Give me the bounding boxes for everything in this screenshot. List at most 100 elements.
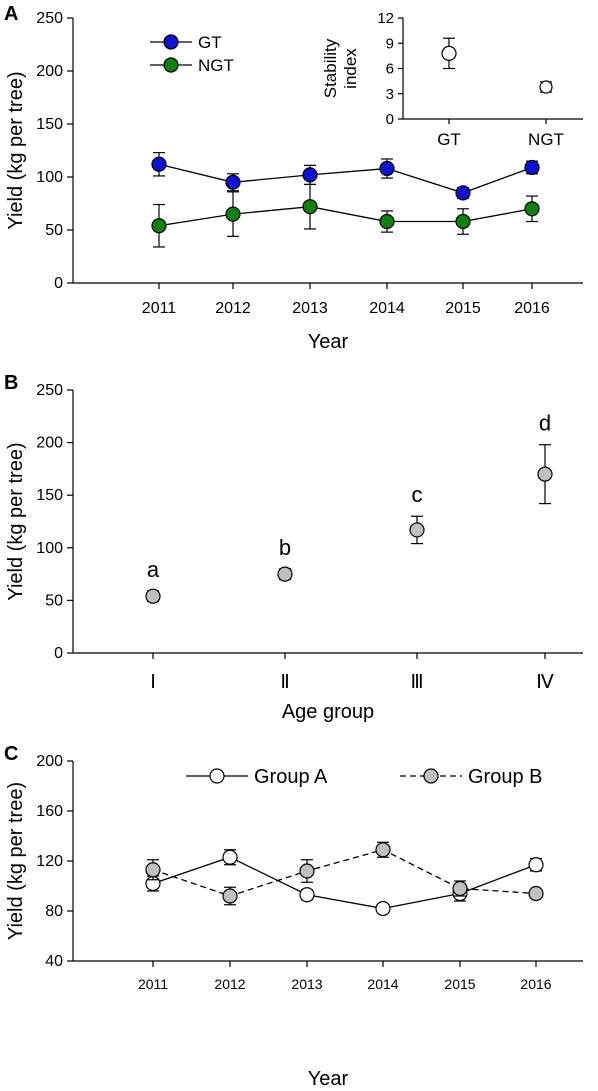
data-point [528,885,544,902]
y-axis-label: Yield (kg per tree) [5,782,27,940]
x-axis-label: Year [308,331,349,353]
data-point [222,888,238,904]
x-tick-label: Ⅰ [150,672,156,693]
x-tick-label: 2015 [444,976,475,992]
series-line [152,856,537,910]
y-tick-label: 80 [45,903,63,920]
x-tick-label: 2014 [369,300,405,317]
inset-chart: 0 3 6 9 12 GT NGT Stability index [321,10,583,149]
legend-label: Group B [468,766,542,788]
inset-y-tick-label: 0 [386,111,394,128]
data-point [302,167,318,183]
x-axis-label: Age group [282,701,374,723]
x-tick-label: 2013 [291,976,322,992]
x-tick-label: 2013 [292,300,328,317]
x-tick-label: 2012 [214,976,245,992]
data-point [277,566,293,582]
data-point [455,185,471,201]
data-point [299,863,315,879]
data-point [151,218,167,234]
y-axis-label: Yield (kg per tree) [5,71,27,229]
y-tick-label: 100 [36,540,63,557]
data-point [145,588,161,604]
legend-label: NGT [198,56,234,75]
x-tick-label: Ⅱ [280,672,289,693]
legend-label: Group A [254,766,328,788]
data-point [524,201,540,217]
data-point [151,156,167,172]
data-point [225,174,241,190]
inset-x-tick-label: GT [437,130,461,149]
x-tick-label: 2011 [142,300,177,317]
x-axis-label: Year [308,1068,349,1090]
data-point [375,900,391,917]
inset-y-axis-label-line2: index [341,48,360,89]
significance-letter: b [279,535,291,560]
y-tick-label: 160 [36,803,63,820]
x-tick-label: Ⅳ [536,672,554,693]
y-tick-label: 200 [36,753,63,770]
x-tick-label: 2016 [520,976,551,992]
y-tick-label: 200 [36,63,63,80]
y-tick-label: 40 [45,953,63,970]
y-axis-label: Yield (kg per tree) [5,442,27,600]
significance-letter: a [147,557,160,582]
x-tick-label: 2015 [445,300,481,317]
panel-b: B 0 50 100 150 200 250 Ⅰ Ⅱ Ⅲ Ⅳ Age group Yield (kg p… [4,372,583,723]
data-point [225,206,241,222]
inset-data-point [441,45,457,61]
legend-marker [423,768,439,784]
x-tick-label: 2014 [367,976,398,992]
inset-data-point [539,80,553,94]
inset-y-tick-label: 9 [386,35,394,52]
series-line [152,849,537,897]
inset-y-tick-label: 3 [386,86,394,103]
x-tick-label: Ⅲ [410,672,423,693]
y-tick-label: 200 [36,435,63,452]
data-point [379,213,395,230]
x-tick-label: 2011 [138,976,168,992]
panel-label: B [4,372,18,394]
data-point [145,862,161,878]
legend-label: GT [198,33,222,52]
data-point [222,849,238,865]
x-tick-label: 2012 [215,300,251,317]
series-line [158,163,533,194]
data-point [452,880,468,897]
y-tick-label: 250 [36,10,63,27]
inset-y-tick-label: 12 [377,10,394,27]
y-tick-label: 120 [36,853,63,870]
x-tick-label: 2016 [514,300,550,317]
data-point [537,466,553,482]
data-point [528,857,544,873]
legend-marker [163,34,179,50]
data-point [409,522,425,538]
y-tick-label: 50 [45,592,63,609]
series-line [158,206,533,227]
inset-y-tick-label: 6 [386,61,394,78]
panel-c: C 40 80 120 160 200 2011 2012 2013 2014 2015 2016 Ye… [4,743,583,1090]
y-tick-label: 50 [45,222,63,239]
legend-marker [163,57,179,73]
data-point [379,160,395,177]
data-point [375,842,391,858]
panel-a: A 0 50 100 150 200 250 2011 2012 2013 2014 2015 2016… [4,3,583,353]
data-point [524,159,540,176]
significance-letter: c [412,482,423,507]
y-tick-label: 0 [54,275,63,292]
data-point [299,887,315,903]
y-tick-label: 100 [36,169,63,186]
y-tick-label: 0 [54,645,63,662]
data-point [455,213,471,230]
panel-label: C [4,743,18,765]
legend-marker [209,768,225,784]
y-tick-label: 150 [36,116,63,133]
significance-letter: d [539,411,551,436]
panel-label: A [4,3,18,25]
data-point [302,199,318,215]
inset-y-axis-label-line1: Stability [321,38,340,98]
y-tick-label: 250 [36,382,63,399]
y-tick-label: 150 [36,487,63,504]
inset-x-tick-label: NGT [528,130,564,149]
